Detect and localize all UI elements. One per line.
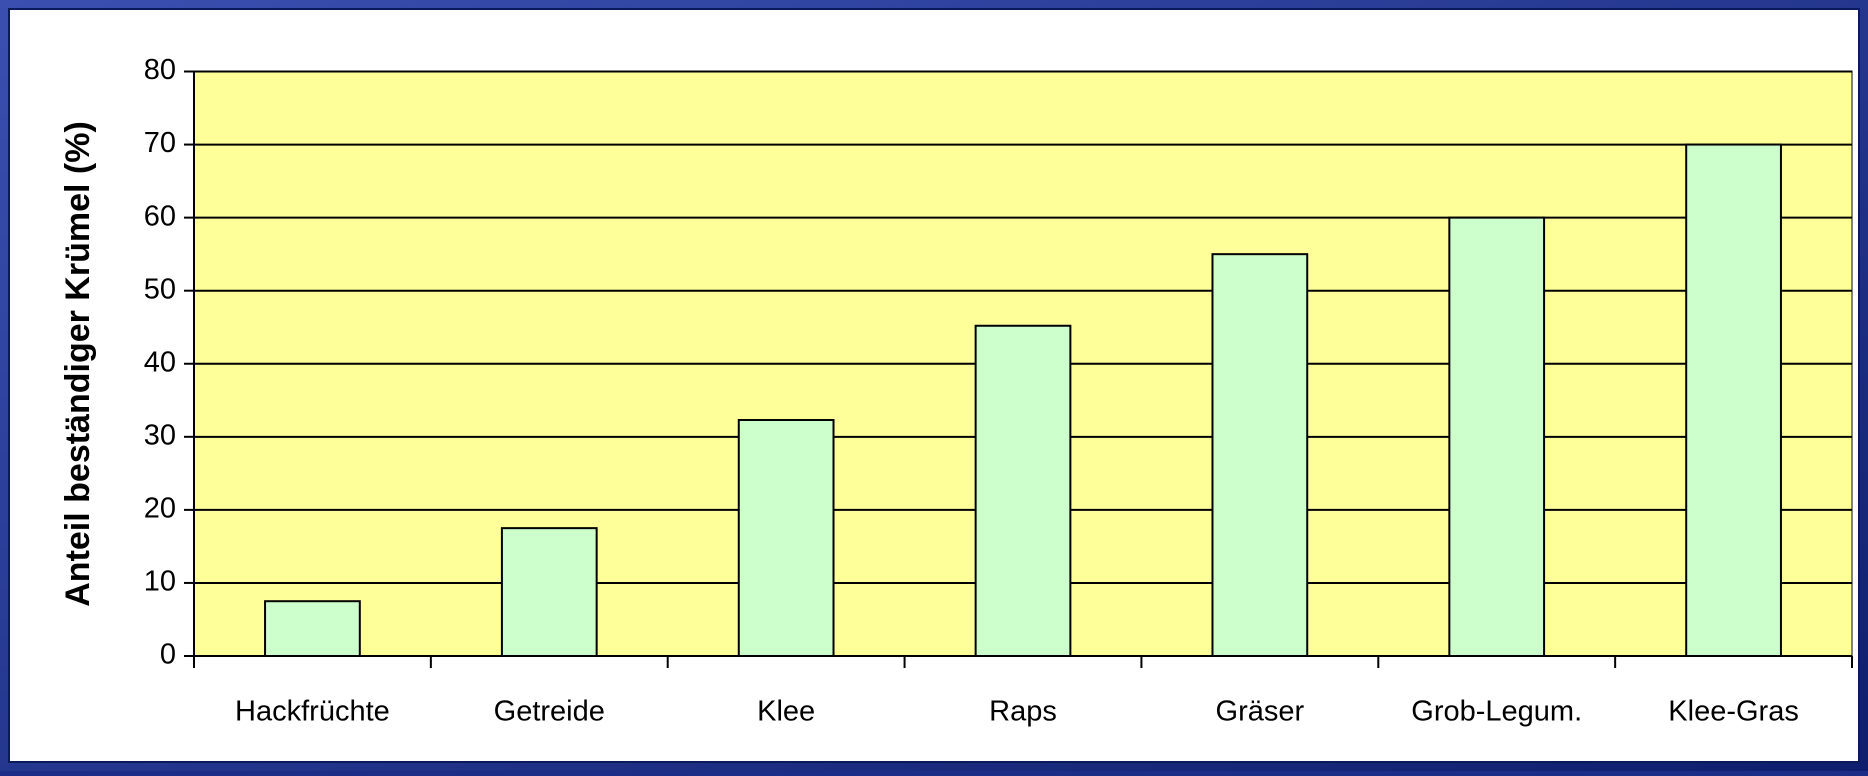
bar <box>737 419 835 657</box>
x-tick-label: Klee <box>757 696 815 728</box>
bar <box>1211 253 1309 657</box>
y-tick-label: 10 <box>144 566 176 598</box>
x-tick-label: Getreide <box>494 696 605 728</box>
y-tick-label: 0 <box>160 639 176 671</box>
y-tick-label: 80 <box>144 54 176 86</box>
x-tick-label: Hackfrüchte <box>235 696 390 728</box>
x-tick-label: Raps <box>989 696 1057 728</box>
y-tick-label: 40 <box>144 346 176 378</box>
y-tick-label: 20 <box>144 493 176 525</box>
y-tick-label: 60 <box>144 200 176 232</box>
y-axis-label: Anteil beständiger Krümel (%) <box>59 121 97 607</box>
y-tick-label: 30 <box>144 419 176 451</box>
y-tick-label: 70 <box>144 127 176 159</box>
bar <box>264 600 361 657</box>
bar <box>500 527 598 657</box>
x-tick-label: Gräser <box>1216 696 1305 728</box>
x-tick-label: Klee-Gras <box>1668 696 1799 728</box>
bar <box>1448 216 1546 657</box>
bar <box>974 324 1072 657</box>
bar <box>1685 143 1782 657</box>
y-tick-label: 50 <box>144 273 176 305</box>
x-tick-label: Grob-Legum. <box>1411 696 1582 728</box>
